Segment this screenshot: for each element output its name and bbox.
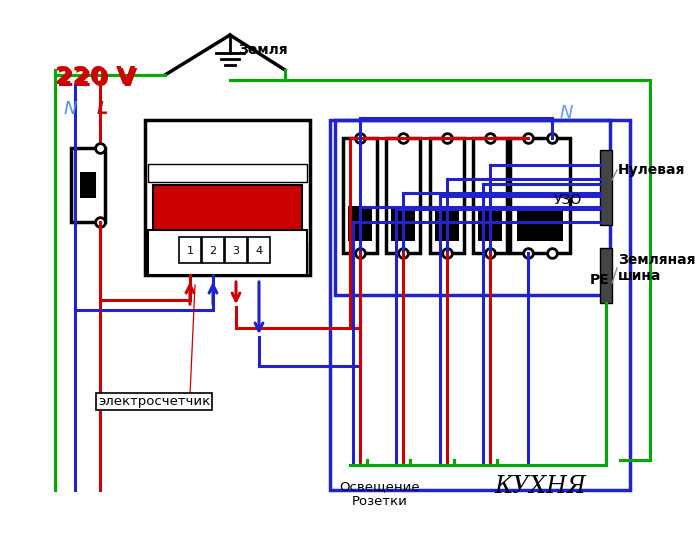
- Text: Нулевая: Нулевая: [618, 163, 685, 177]
- Bar: [473, 138, 507, 253]
- Bar: [510, 138, 570, 253]
- Bar: [343, 138, 377, 253]
- Text: КУХНЯ: КУХНЯ: [494, 475, 586, 498]
- Text: PE: PE: [590, 273, 610, 287]
- Bar: [202, 237, 224, 263]
- Bar: [330, 120, 630, 490]
- Text: 4: 4: [256, 246, 263, 256]
- Bar: [348, 206, 372, 241]
- Bar: [430, 138, 464, 253]
- Bar: [80, 172, 96, 198]
- Text: Земляная
шина: Земляная шина: [618, 253, 695, 283]
- Bar: [148, 164, 307, 182]
- Bar: [600, 248, 612, 303]
- Bar: [225, 237, 247, 263]
- Bar: [478, 206, 502, 241]
- Text: Земля: Земля: [238, 43, 288, 57]
- Text: N: N: [560, 104, 573, 122]
- Bar: [435, 206, 459, 241]
- Text: 2: 2: [209, 246, 217, 256]
- Text: Освещение
Розетки: Освещение Розетки: [340, 480, 420, 508]
- Bar: [145, 120, 310, 275]
- Text: N: N: [63, 100, 76, 118]
- Text: 3: 3: [233, 246, 240, 256]
- Bar: [148, 230, 307, 275]
- Text: L: L: [96, 100, 108, 118]
- Bar: [600, 150, 612, 225]
- Bar: [179, 237, 201, 263]
- Bar: [71, 148, 105, 222]
- Bar: [386, 138, 420, 253]
- Bar: [153, 185, 302, 237]
- Bar: [335, 120, 610, 295]
- Bar: [517, 206, 563, 241]
- Text: 220 V: 220 V: [55, 65, 136, 89]
- Text: электросчетчик: электросчетчик: [98, 395, 211, 408]
- Bar: [148, 242, 307, 272]
- Bar: [248, 237, 270, 263]
- Text: УЗО: УЗО: [554, 193, 582, 207]
- Text: 1: 1: [186, 246, 193, 256]
- Text: 220 V: 220 V: [57, 67, 138, 91]
- Bar: [391, 206, 415, 241]
